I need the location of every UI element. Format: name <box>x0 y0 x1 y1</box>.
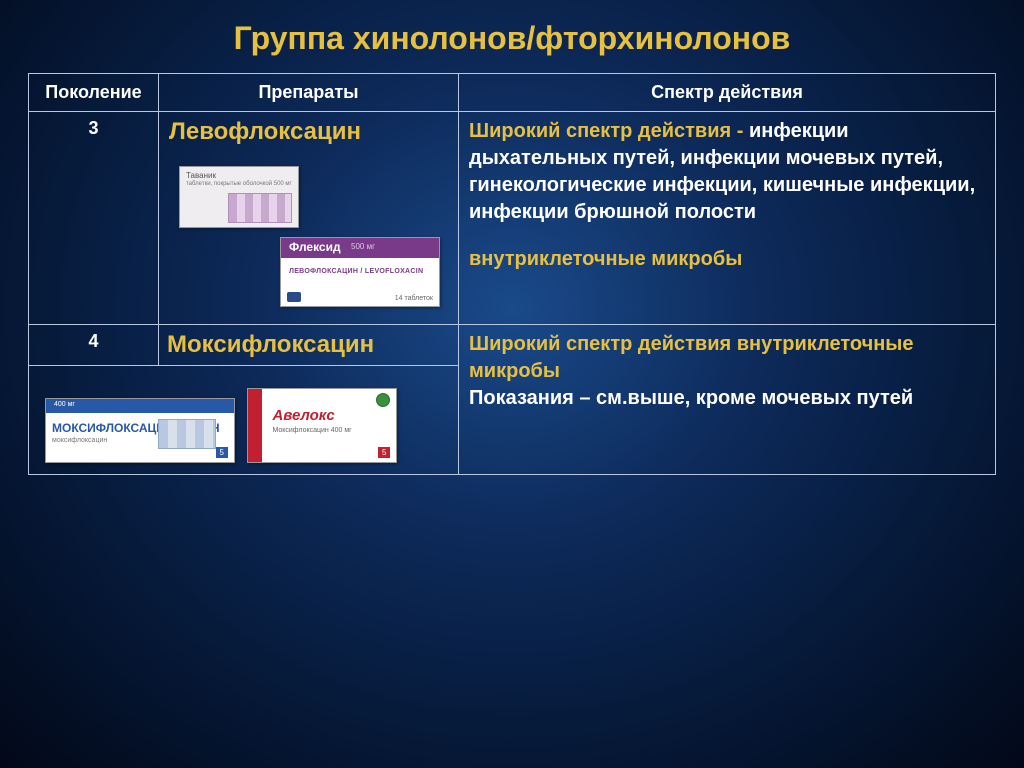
spectrum-lead: Широкий спектр действия - <box>469 120 749 142</box>
med-tabs: 14 таблеток <box>395 295 433 302</box>
table-header-row: Поколение Препараты Спектр действия <box>29 74 996 112</box>
drugs-table: Поколение Препараты Спектр действия 3 Ле… <box>28 73 996 475</box>
med-label: Таваник <box>186 171 216 180</box>
generation-cell: 3 <box>29 112 159 325</box>
med-sub: Моксифлоксацин 400 мг <box>272 427 351 434</box>
drug-images-cell: 400 мг МОКСИФЛОКСАЦИН КАНОН моксифлоксац… <box>29 366 459 475</box>
spectrum-line1: Широкий спектр действия внутриклеточные … <box>469 333 913 382</box>
spectrum-cell: Широкий спектр действия - инфекции дыхат… <box>459 112 996 325</box>
med-count: 5 <box>216 447 228 458</box>
spectrum-extra: внутриклеточные микробы <box>469 248 742 270</box>
header-drugs: Препараты <box>159 74 459 112</box>
bayer-logo-icon <box>376 393 390 407</box>
table-row: 3 Левофлоксацин Таваник таблетки, покрыт… <box>29 112 996 325</box>
med-dose: 500 мг <box>351 242 375 251</box>
med-brand: Флексид <box>289 240 341 254</box>
spectrum-line2: Показания – см.выше, кроме мочевых путей <box>469 387 913 409</box>
med-sublabel: таблетки, покрытые оболочкой 500 мг <box>186 181 292 187</box>
header-generation: Поколение <box>29 74 159 112</box>
drug-name: Моксифлоксацин <box>167 331 448 359</box>
table-row: 4 Моксифлоксацин Широкий спектр действия… <box>29 325 996 366</box>
med-package-tavanic: Таваник таблетки, покрытые оболочкой 500… <box>179 166 299 228</box>
drug-cell: Левофлоксацин Таваник таблетки, покрытые… <box>159 112 459 325</box>
med-count: 5 <box>378 447 390 458</box>
med-package-flexid: Флексид 500 мг ЛЕВОФЛОКСАЦИН / LEVOFLOXA… <box>280 237 440 307</box>
drug-cell: Моксифлоксацин <box>159 325 459 366</box>
med-sub: ЛЕВОФЛОКСАЦИН / LEVOFLOXACIN <box>289 268 423 275</box>
med-sub: моксифлоксацин <box>52 437 107 444</box>
slide-title: Группа хинолонов/фторхинолонов <box>28 20 996 57</box>
med-package-moxi: 400 мг МОКСИФЛОКСАЦИН КАНОН моксифлоксац… <box>45 398 235 463</box>
header-spectrum: Спектр действия <box>459 74 996 112</box>
drug-name: Левофлоксацин <box>169 118 448 146</box>
med-dose: 400 мг <box>52 401 77 408</box>
blister-icon <box>158 419 216 449</box>
med-logo-icon <box>287 292 301 302</box>
generation-cell: 4 <box>29 325 159 366</box>
med-brand: Авелокс <box>272 407 334 424</box>
spectrum-cell: Широкий спектр действия внутриклеточные … <box>459 325 996 475</box>
med-package-avelox: Авелокс Моксифлоксацин 400 мг 5 <box>247 388 397 463</box>
